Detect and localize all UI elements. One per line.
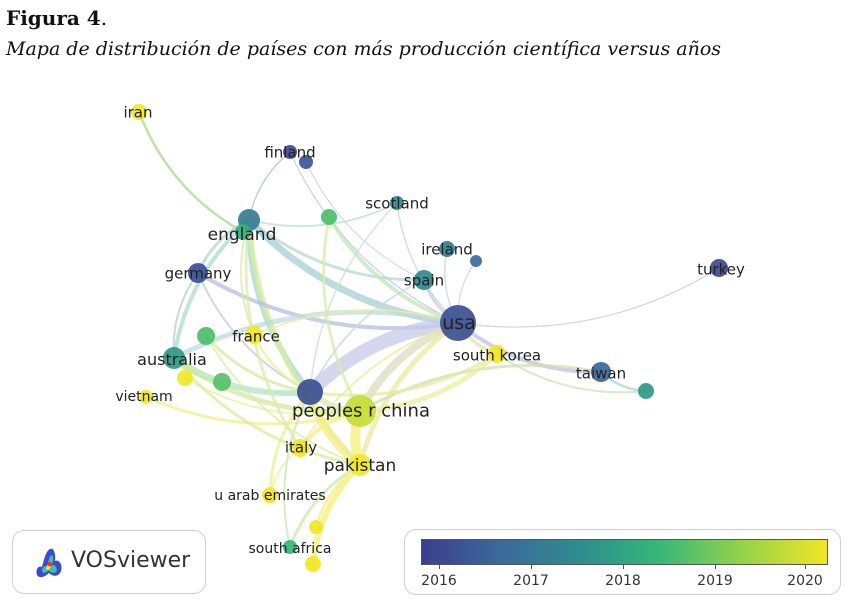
edge-finland2-spain xyxy=(305,161,425,281)
node-unk_bot[interactable] xyxy=(305,556,321,572)
scale-tick-2016: 2016 xyxy=(421,573,457,589)
node-label-south_korea: south korea xyxy=(453,346,541,364)
edge-scotland-china xyxy=(309,202,398,393)
edge-scotland-usa xyxy=(396,202,459,324)
node-label-china: peoples r china xyxy=(292,400,430,421)
node-label-uae: u arab emirates xyxy=(214,488,325,504)
node-usa[interactable] xyxy=(440,305,476,341)
node-label-taiwan: taiwan xyxy=(576,364,626,382)
scale-tick-2020: 2020 xyxy=(787,573,823,589)
edge-iran-england_g xyxy=(137,110,245,234)
node-label-scotland: scotland xyxy=(365,194,429,212)
node-pakistan[interactable] xyxy=(349,454,371,476)
edge-unk_top-usa xyxy=(327,215,460,325)
node-label-pakistan: pakistan xyxy=(324,456,397,476)
node-unk_fr[interactable] xyxy=(197,327,215,345)
node-uae[interactable] xyxy=(262,487,278,503)
edge-usa-china xyxy=(303,316,465,399)
node-unk_sa[interactable] xyxy=(309,520,323,534)
edge-china-south_korea xyxy=(308,352,499,397)
node-finland[interactable] xyxy=(283,145,297,159)
node-label-turkey: turkey xyxy=(697,260,745,278)
node-vietnam[interactable] xyxy=(139,390,153,404)
edge-usa-taiwan xyxy=(456,321,603,375)
edge-unk_fr-pakistan xyxy=(205,335,361,466)
node-south_korea[interactable] xyxy=(488,345,506,363)
node-label-england: england xyxy=(208,225,277,245)
scale-mark xyxy=(531,564,532,569)
vosviewer-badge: VOSviewer xyxy=(12,530,206,594)
node-turkey[interactable] xyxy=(710,259,728,277)
node-label-south_africa: south africa xyxy=(249,541,332,557)
node-label-finland: finland xyxy=(264,143,315,161)
node-layer xyxy=(131,104,728,572)
node-italy[interactable] xyxy=(291,439,309,457)
node-china_y[interactable] xyxy=(344,395,376,427)
edge-usa-france xyxy=(253,309,459,336)
figure-label: Figura 4. xyxy=(6,6,108,30)
edge-unk_top-china_y xyxy=(322,215,362,413)
node-france[interactable] xyxy=(245,326,263,344)
node-china[interactable] xyxy=(297,379,323,405)
node-spain[interactable] xyxy=(414,270,434,290)
figure-caption: Mapa de distribución de países con más p… xyxy=(6,38,722,60)
scale-tick-2018: 2018 xyxy=(605,573,641,589)
node-unk_top[interactable] xyxy=(321,209,337,225)
edge-finland-usa xyxy=(289,151,459,324)
edge-australia-china_y xyxy=(171,355,363,415)
scale-mark xyxy=(715,564,716,569)
node-label-italy: italy xyxy=(285,438,317,456)
scale-tick-2017: 2017 xyxy=(513,573,549,589)
node-australia[interactable] xyxy=(163,347,185,369)
edge-usa-pakistan xyxy=(357,320,461,468)
scale-tick-2019: 2019 xyxy=(697,573,733,589)
node-label-ireland: ireland xyxy=(421,240,473,258)
node-unk_au[interactable] xyxy=(213,373,231,391)
edge-south_korea-unk_tw xyxy=(496,353,647,394)
edge-usa-turkey xyxy=(457,267,720,328)
node-south_africa[interactable] xyxy=(283,540,297,554)
label-layer: iran finland scotland england ireland spain ge… xyxy=(115,103,745,557)
node-scotland[interactable] xyxy=(390,196,404,210)
edge-china_y-south_korea xyxy=(357,351,500,414)
vosviewer-logo-icon xyxy=(36,548,62,578)
year-gradient-bar xyxy=(421,539,828,565)
edge-china-south_africa xyxy=(283,391,311,548)
node-label-vietnam: vietnam xyxy=(115,389,172,405)
node-label-france: france xyxy=(232,327,280,345)
node-ireland[interactable] xyxy=(439,241,455,257)
scale-mark xyxy=(439,564,440,569)
vosviewer-brand-text: VOSviewer xyxy=(71,548,191,573)
node-germany[interactable] xyxy=(188,263,208,283)
node-ireland2[interactable] xyxy=(470,255,482,267)
edge-england-scotland xyxy=(248,202,398,228)
edge-finland-england xyxy=(248,151,291,221)
node-label-spain: spain xyxy=(404,271,444,289)
edge-pakistan-unk_bot xyxy=(310,462,363,567)
node-finland2[interactable] xyxy=(299,155,313,169)
node-label-germany: germany xyxy=(165,264,232,282)
edge-england-spain xyxy=(247,218,426,282)
node-label-australia: australia xyxy=(137,350,207,369)
node-england_g[interactable] xyxy=(235,224,251,240)
node-label-iran: iran xyxy=(123,103,152,121)
scale-mark xyxy=(623,564,624,569)
node-unk_vn[interactable] xyxy=(177,370,193,386)
node-unk_tw[interactable] xyxy=(638,383,654,399)
edge-unk_fr-china xyxy=(204,334,312,394)
edge-usa-italy xyxy=(299,322,459,449)
node-taiwan[interactable] xyxy=(591,362,611,382)
node-iran[interactable] xyxy=(131,104,147,120)
scale-mark xyxy=(805,564,806,569)
year-color-scale: 2016 2017 2018 2019 2020 xyxy=(404,529,841,595)
node-label-usa: usa xyxy=(442,312,476,334)
